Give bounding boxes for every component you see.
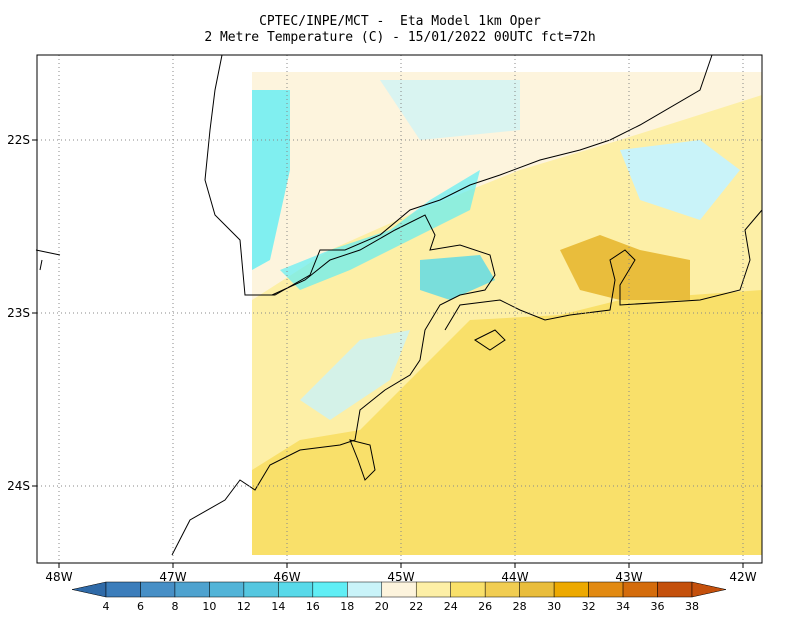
temperature-field bbox=[252, 72, 762, 555]
colorbar-label: 4 bbox=[103, 600, 110, 613]
colorbar-swatch bbox=[553, 581, 589, 598]
colorbar-swatch bbox=[381, 581, 417, 598]
colorbar-swatch bbox=[415, 581, 451, 598]
colorbar-label: 34 bbox=[616, 600, 630, 613]
lat-label: 23S bbox=[7, 306, 30, 320]
lon-label: 45W bbox=[387, 570, 414, 584]
colorbar: 4 6 8 10 12 14 16 18 20 22 24 26 28 30 32 34 36 38 bbox=[71, 581, 727, 613]
lon-label: 46W bbox=[273, 570, 300, 584]
colorbar-label: 12 bbox=[237, 600, 251, 613]
lat-label: 24S bbox=[7, 479, 30, 493]
colorbar-swatch bbox=[174, 581, 210, 598]
colorbar-swatch bbox=[209, 581, 245, 598]
colorbar-label: 20 bbox=[375, 600, 389, 613]
colorbar-swatch bbox=[140, 581, 176, 598]
colorbar-label: 14 bbox=[271, 600, 285, 613]
colorbar-swatch bbox=[657, 581, 693, 598]
lon-label: 44W bbox=[501, 570, 528, 584]
colorbar-swatch bbox=[243, 581, 279, 598]
colorbar-swatch bbox=[484, 581, 520, 598]
colorbar-swatch bbox=[312, 581, 348, 598]
title-line: CPTEC/INPE/MCT - Eta Model 1km Oper bbox=[259, 14, 541, 29]
colorbar-label: 6 bbox=[137, 600, 144, 613]
colorbar-swatch bbox=[588, 581, 624, 598]
lon-label: 47W bbox=[159, 570, 186, 584]
colorbar-label: 18 bbox=[340, 600, 354, 613]
colorbar-swatch bbox=[622, 581, 658, 598]
colorbar-label: 16 bbox=[306, 600, 320, 613]
colorbar-swatch bbox=[278, 581, 314, 598]
map-frame bbox=[36, 54, 763, 564]
colorbar-label: 32 bbox=[582, 600, 596, 613]
graticule: 22S 23S 24S 48W 47W 46W 45W 44W 43W 42W bbox=[7, 55, 762, 584]
lat-label: 22S bbox=[7, 133, 30, 147]
colorbar-label: 36 bbox=[651, 600, 665, 613]
colorbar-swatch bbox=[105, 581, 141, 598]
lon-label: 48W bbox=[45, 570, 72, 584]
colorbar-label: 22 bbox=[409, 600, 423, 613]
lon-label: 42W bbox=[729, 570, 756, 584]
colorbar-label: 28 bbox=[513, 600, 527, 613]
colorbar-swatch bbox=[450, 581, 486, 598]
colorbar-label: 10 bbox=[202, 600, 216, 613]
colorbar-label: 24 bbox=[444, 600, 458, 613]
lon-label: 43W bbox=[615, 570, 642, 584]
title-line: 2 Metre Temperature (C) - 15/01/2022 00U… bbox=[204, 30, 595, 45]
colorbar-arrow-low bbox=[71, 581, 107, 598]
colorbar-label: 30 bbox=[547, 600, 561, 613]
colorbar-swatch bbox=[347, 581, 383, 598]
colorbar-label: 26 bbox=[478, 600, 492, 613]
colorbar-label: 8 bbox=[171, 600, 178, 613]
colorbar-label: 38 bbox=[685, 600, 699, 613]
colorbar-swatch bbox=[519, 581, 555, 598]
colorbar-arrow-high bbox=[691, 581, 727, 598]
coastline bbox=[35, 54, 763, 556]
